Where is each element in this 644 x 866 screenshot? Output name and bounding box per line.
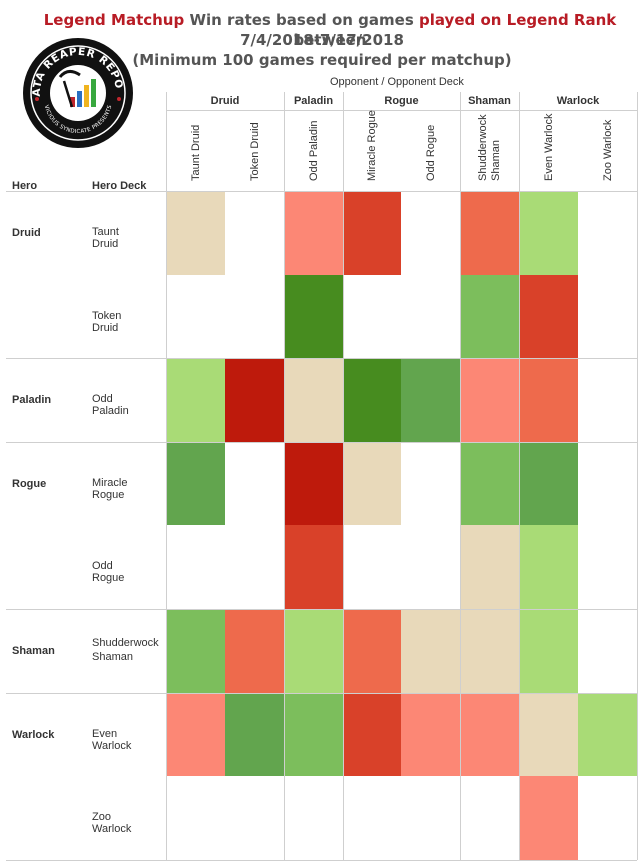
title-win-rates: Win rates based on games	[184, 11, 419, 29]
heatmap-cell-shudderwock-shaman-vs-taunt-druid	[166, 609, 225, 693]
heatmap-cell-shudderwock-shaman-vs-even-warlock	[519, 609, 578, 693]
row-group-druid: Druid	[12, 227, 41, 239]
heatmap-cell-miracle-rogue-vs-even-warlock	[519, 442, 578, 525]
row-label-odd-paladin: Odd Paladin	[92, 393, 129, 417]
heatmap-cell-odd-paladin-vs-odd-rogue	[401, 358, 460, 442]
row-label-shudderwock-shaman: Shudderwock	[92, 637, 159, 649]
chart-title-line1: Legend Matchup Win rates based on games …	[20, 10, 640, 50]
column-label-token-druid: Token Druid	[248, 122, 261, 181]
heatmap-cell-odd-paladin-vs-miracle-rogue	[343, 358, 401, 442]
heatmap-cell-miracle-rogue-vs-shudderwock-shaman	[460, 442, 519, 525]
column-group-warlock: Warlock	[556, 95, 600, 107]
row-group-divider	[6, 442, 637, 443]
data-reaper-logo: DATA REAPER REPORT VICIOUS SYNDICATE PRE…	[22, 37, 133, 148]
column-label-miracle-rogue: Miracle Rogue	[366, 110, 378, 181]
title-between: between	[293, 31, 367, 49]
title-legend-matchup: Legend Matchup	[43, 11, 185, 29]
column-group-paladin: Paladin	[293, 95, 334, 107]
row-group-divider	[6, 191, 637, 192]
heatmap-cell-taunt-druid-vs-miracle-rogue	[343, 191, 401, 275]
heatmap-cell-even-warlock-vs-miracle-rogue	[343, 693, 401, 776]
row-label-shudderwock-shaman: Shaman	[92, 651, 133, 663]
heatmap-cell-even-warlock-vs-odd-rogue	[401, 693, 460, 776]
heatmap-cell-shudderwock-shaman-vs-odd-rogue	[401, 609, 460, 693]
row-label-token-druid: Token Druid	[92, 309, 122, 334]
heatmap-cell-shudderwock-shaman-vs-odd-paladin	[284, 609, 343, 693]
heatmap-cell-taunt-druid-vs-taunt-druid	[166, 191, 225, 275]
heatmap-cell-odd-paladin-vs-token-druid	[225, 358, 284, 442]
heatmap-cell-even-warlock-vs-token-druid	[225, 693, 284, 776]
row-group-divider	[6, 860, 637, 861]
hero-deck-axis-label: Hero Deck	[92, 180, 147, 192]
heatmap-cell-odd-paladin-vs-odd-paladin	[284, 358, 343, 442]
heatmap-cell-odd-paladin-vs-shudderwock-shaman	[460, 358, 519, 442]
row-label-odd-rogue: Odd Rogue	[92, 560, 125, 584]
hero-axis-label: Hero	[12, 180, 38, 192]
heatmap-cell-odd-rogue-vs-even-warlock	[519, 525, 578, 609]
heatmap-cell-token-druid-vs-even-warlock	[519, 275, 578, 358]
column-group-divider	[166, 92, 167, 860]
row-group-divider	[6, 609, 637, 610]
heatmap-cell-taunt-druid-vs-shudderwock-shaman	[460, 191, 519, 275]
column-label-even-warlock: Even Warlock	[542, 113, 555, 181]
heatmap-cell-shudderwock-shaman-vs-shudderwock-shaman	[460, 609, 519, 693]
heatmap-cell-taunt-druid-vs-odd-paladin	[284, 191, 343, 275]
row-label-miracle-rogue: Miracle Rogue	[92, 476, 128, 501]
row-label-zoo-warlock: Zoo Warlock	[92, 811, 132, 835]
heatmap-cell-odd-rogue-vs-shudderwock-shaman	[460, 525, 519, 609]
heatmap-cell-taunt-druid-vs-even-warlock	[519, 191, 578, 275]
column-group-druid: Druid	[210, 95, 240, 107]
heatmap-cell-miracle-rogue-vs-taunt-druid	[166, 442, 225, 525]
row-label-even-warlock: Even Warlock	[92, 727, 132, 752]
column-group-shaman: Shaman	[468, 95, 511, 107]
heatmap-cell-even-warlock-vs-odd-paladin	[284, 693, 343, 776]
heatmap-cell-odd-rogue-vs-odd-paladin	[284, 525, 343, 609]
heatmap-cell-even-warlock-vs-zoo-warlock	[578, 693, 637, 776]
heatmap-cell-token-druid-vs-odd-paladin	[284, 275, 343, 358]
heatmap-cell-miracle-rogue-vs-miracle-rogue	[343, 442, 401, 525]
column-group-divider	[284, 92, 285, 860]
column-label-zoo-warlock: Zoo Warlock	[601, 119, 614, 181]
heatmap-cell-token-druid-vs-shudderwock-shaman	[460, 275, 519, 358]
heatmap-cell-even-warlock-vs-even-warlock	[519, 693, 578, 776]
column-label-odd-rogue: Odd Rogue	[424, 124, 437, 181]
column-group-divider	[460, 92, 461, 860]
title-legend-rank: played on Legend Rank	[419, 11, 617, 29]
column-label-shudderwock-shaman: Shudderwock	[477, 114, 489, 181]
header-divider	[166, 110, 637, 111]
row-group-paladin: Paladin	[12, 394, 52, 406]
heatmap-cell-odd-paladin-vs-taunt-druid	[166, 358, 225, 442]
heatmap-cell-zoo-warlock-vs-even-warlock	[519, 776, 578, 860]
column-label-taunt-druid: Taunt Druid	[189, 124, 202, 181]
heatmap-cell-miracle-rogue-vs-odd-paladin	[284, 442, 343, 525]
opponent-axis-label: Opponent / Opponent Deck	[330, 76, 464, 88]
row-group-divider	[6, 358, 637, 359]
chart-subtitle: (Minimum 100 games required per matchup)	[132, 51, 512, 69]
heatmap-cell-even-warlock-vs-taunt-druid	[166, 693, 225, 776]
column-group-divider	[519, 92, 520, 860]
column-group-divider	[343, 92, 344, 860]
column-group-divider	[637, 92, 638, 860]
heatmap-cell-odd-paladin-vs-even-warlock	[519, 358, 578, 442]
column-label-shudderwock-shaman: Shaman	[490, 140, 502, 181]
row-label-taunt-druid: Taunt Druid	[92, 226, 119, 250]
heatmap-cell-shudderwock-shaman-vs-token-druid	[225, 609, 284, 693]
heatmap-cell-even-warlock-vs-shudderwock-shaman	[460, 693, 519, 776]
heatmap-cell-shudderwock-shaman-vs-miracle-rogue	[343, 609, 401, 693]
row-group-warlock: Warlock	[12, 729, 55, 741]
row-group-shaman: Shaman	[12, 645, 55, 657]
row-group-rogue: Rogue	[12, 478, 47, 490]
column-label-odd-paladin: Odd Paladin	[307, 120, 320, 181]
row-group-divider	[6, 693, 637, 694]
chart-date-range: 7/4/2018-7/17/2018	[240, 31, 404, 49]
column-group-rogue: Rogue	[384, 95, 419, 107]
